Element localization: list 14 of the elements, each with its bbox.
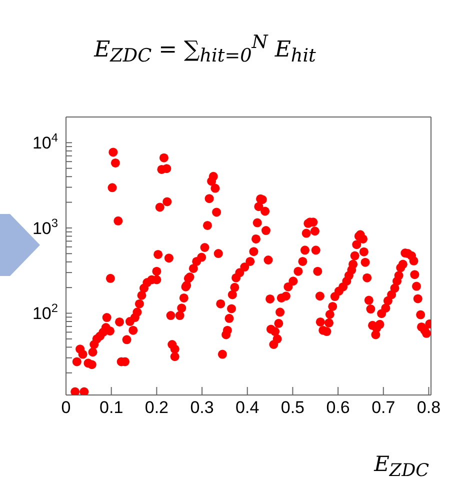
x-tick-label: 0.3 [190, 398, 214, 417]
chart-title: E$_{ZDC}$ = ∑$_{hit=0}$$^{N}$ E$_{hit}$ [92, 32, 317, 67]
x-tick-label: 0.2 [144, 398, 169, 417]
x-axis-title: E$_{ZDC}$ [374, 452, 429, 482]
x-tick-label: 0.5 [280, 398, 305, 417]
y-tick-label: 10$^{4}$ [32, 130, 58, 153]
x-tick-label: 0.6 [326, 398, 350, 417]
y-tick-label: 10$^{3}$ [32, 216, 58, 238]
x-tick-label: 0.7 [372, 398, 396, 417]
x-tick-label: 0.4 [236, 398, 260, 417]
x-tick-label: 0 [61, 398, 71, 417]
x-tick-label: 0.8 [416, 398, 441, 417]
x-tick-label: 0.1 [100, 398, 124, 417]
y-tick-label: 10$^{2}$ [32, 301, 58, 324]
